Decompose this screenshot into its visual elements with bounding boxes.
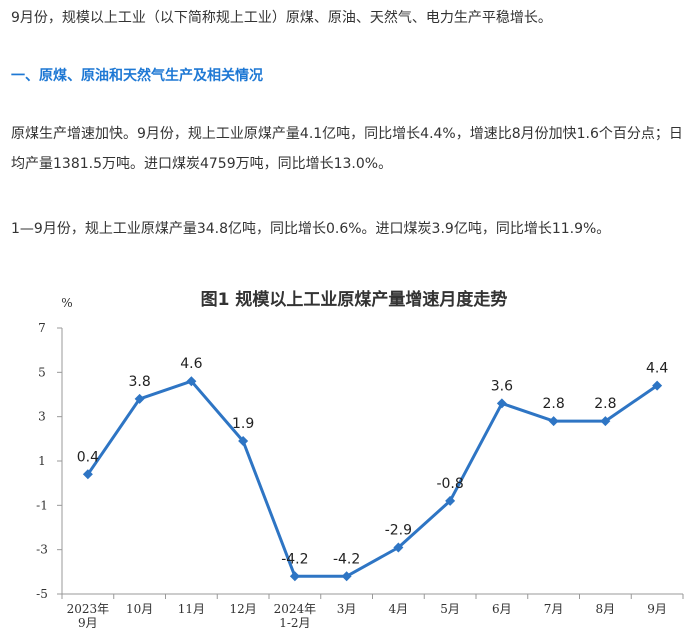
data-label: 3.6 xyxy=(491,378,513,394)
y-tick-label: 1 xyxy=(38,454,46,468)
body-paragraph-1: 原煤生产增速加快。9月份，规上工业原煤产量4.1亿吨，同比增长4.4%，增速比8… xyxy=(11,126,683,172)
data-label: 4.6 xyxy=(180,356,202,372)
data-label: 2.8 xyxy=(594,396,616,412)
data-point xyxy=(393,542,404,553)
data-label: 0.4 xyxy=(77,449,99,465)
body-paragraph-2: 1—9月份，规上工业原煤产量34.8亿吨，同比增长0.6%。进口煤炭3.9亿吨，… xyxy=(11,221,611,237)
data-point xyxy=(82,469,93,480)
data-point xyxy=(652,380,663,391)
x-tick-label: 1-2月 xyxy=(279,616,310,630)
data-label: -4.2 xyxy=(281,551,308,567)
data-point xyxy=(600,416,611,427)
section-heading: 一、原煤、原油和天然气生产及相关情况 xyxy=(11,68,263,84)
series-coal-growth xyxy=(82,376,663,582)
data-label: 1.9 xyxy=(232,416,254,432)
y-tick-label: 5 xyxy=(38,365,46,379)
data-point xyxy=(496,398,507,409)
x-tick-label: 6月 xyxy=(492,602,512,616)
data-label: 3.8 xyxy=(128,374,150,390)
data-label: -4.2 xyxy=(333,551,360,567)
x-tick-label: 10月 xyxy=(126,602,153,616)
data-point xyxy=(445,495,456,506)
x-tick-label: 2023年 xyxy=(67,602,110,616)
data-point xyxy=(186,376,197,387)
x-tick-label: 8月 xyxy=(596,602,616,616)
x-tick-label: 5月 xyxy=(440,602,460,616)
data-labels: 0.4 3.8 4.6 1.9 -4.2 -4.2 -2.9 -0.8 3.6 2.8 2.8 4.4 xyxy=(77,356,669,567)
intro-paragraph: 9月份，规模以上工业（以下简称规上工业）原煤、原油、天然气、电力生产平稳增长。 xyxy=(11,10,552,26)
data-point xyxy=(134,393,145,404)
y-tick-label: -1 xyxy=(36,498,48,512)
y-tick-label: 3 xyxy=(38,410,46,424)
y-tick-label: -3 xyxy=(36,543,48,557)
x-tick-label: 2024年 xyxy=(274,602,317,616)
data-point xyxy=(341,571,352,582)
x-tick-label: 11月 xyxy=(178,602,205,616)
y-tick-label: 7 xyxy=(38,321,46,335)
y-tick-label: -5 xyxy=(36,587,48,601)
x-tick-label: 12月 xyxy=(229,602,256,616)
data-point xyxy=(238,436,249,447)
data-point xyxy=(548,416,559,427)
x-tick-label: 9月 xyxy=(647,602,667,616)
data-label: 2.8 xyxy=(542,396,564,412)
x-tick-label: 3月 xyxy=(337,602,357,616)
data-point xyxy=(289,571,300,582)
data-label: -0.8 xyxy=(436,476,463,492)
chart-title: 图1 规模以上工业原煤产量增速月度走势 xyxy=(201,289,508,310)
y-axis: 7 5 3 1 -1 -3 -5 xyxy=(36,321,63,601)
series-line xyxy=(86,379,658,578)
x-tick-label: 7月 xyxy=(544,602,564,616)
data-label: -2.9 xyxy=(385,522,412,538)
x-tick-label: 4月 xyxy=(389,602,409,616)
data-label: 4.4 xyxy=(646,361,668,377)
y-axis-unit: % xyxy=(61,296,72,310)
x-tick-label: 9月 xyxy=(78,616,98,630)
